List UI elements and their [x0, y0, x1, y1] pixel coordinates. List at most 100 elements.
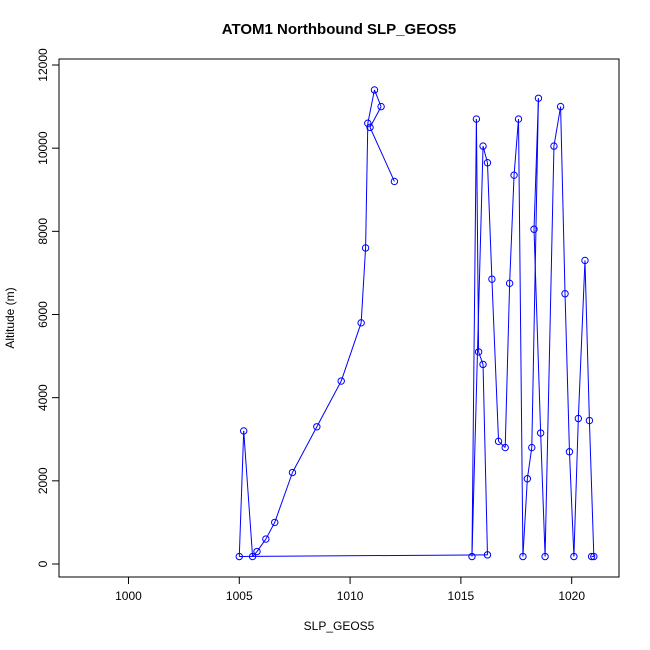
- data-point: [494, 437, 503, 446]
- data-point: [483, 159, 492, 167]
- series-segment: [239, 554, 488, 558]
- y-tick-label: 6000: [36, 301, 50, 328]
- y-tick-label: 8000: [36, 218, 50, 245]
- x-tick-label: 1005: [226, 589, 253, 603]
- y-axis: 0 2000 4000 6000 8000 10000 12000: [36, 48, 60, 567]
- data-point: [370, 86, 379, 94]
- x-axis: 1000 1005 1010 1015 1020: [115, 576, 585, 603]
- data-point: [488, 275, 496, 283]
- data-point: [550, 142, 558, 150]
- data-point: [248, 552, 257, 561]
- data-point: [585, 416, 594, 425]
- x-axis-label: SLP_GEOS5: [304, 619, 375, 633]
- series-segment: [373, 89, 382, 107]
- data-point: [313, 423, 321, 431]
- chart-title: ATOM1 Northbound SLP_GEOS5: [222, 21, 456, 38]
- data-point: [271, 518, 279, 527]
- series-segment: [367, 89, 375, 124]
- data-point: [565, 448, 574, 456]
- data-point: [556, 102, 565, 111]
- x-tick-label: 1015: [448, 589, 475, 603]
- data-point: [479, 360, 487, 369]
- data-point: [561, 290, 569, 298]
- series-segment: [478, 351, 484, 365]
- series-segment: [533, 229, 542, 434]
- series-segment: [553, 106, 562, 147]
- data-point: [581, 256, 589, 265]
- series-segment: [316, 380, 342, 428]
- series-layer: [235, 86, 598, 561]
- data-point: [505, 279, 514, 288]
- series-segment: [471, 146, 484, 557]
- data-point: [235, 552, 243, 561]
- series-segment: [369, 106, 382, 128]
- data-point: [519, 552, 527, 561]
- series-segment: [243, 430, 254, 557]
- series-segment: [256, 538, 267, 552]
- data-point: [534, 94, 543, 102]
- series-segment: [471, 119, 477, 557]
- data-point: [468, 552, 476, 561]
- data-point: [361, 244, 370, 252]
- data-point: [479, 142, 487, 150]
- data-point: [523, 475, 532, 483]
- x-tick-label: 1010: [337, 589, 364, 603]
- data-point: [574, 414, 583, 423]
- data-point: [528, 443, 536, 452]
- series-segment: [274, 472, 293, 523]
- series-segment: [522, 478, 528, 557]
- data-point: [240, 427, 248, 435]
- data-point: [364, 119, 372, 127]
- data-point: [483, 551, 492, 559]
- data-point: [357, 319, 365, 327]
- series-segment: [568, 451, 575, 557]
- plot-area-frame: [58, 58, 620, 578]
- data-point: [288, 468, 297, 477]
- series-segment: [560, 106, 566, 294]
- x-tick-label: 1000: [115, 589, 142, 603]
- y-tick-label: 10000: [36, 131, 50, 165]
- y-axis-label: Altitude (m): [3, 287, 17, 348]
- series-segment: [360, 247, 367, 323]
- data-point: [390, 177, 399, 186]
- series-segment: [584, 260, 590, 421]
- series-segment: [509, 175, 515, 284]
- series-segment: [340, 322, 362, 382]
- data-point: [514, 115, 523, 123]
- series-segment: [504, 283, 511, 448]
- y-tick-label: 12000: [36, 48, 50, 82]
- series-segment: [588, 420, 595, 557]
- series-segment: [292, 426, 318, 473]
- series-segment: [491, 279, 500, 442]
- series-segment: [544, 146, 555, 557]
- series-segment: [517, 119, 524, 557]
- data-point: [590, 552, 598, 561]
- series-segment: [533, 98, 539, 230]
- data-point: [587, 552, 596, 561]
- y-tick-label: 2000: [36, 467, 50, 494]
- data-point: [262, 535, 270, 543]
- series-segment: [482, 364, 488, 555]
- data-point: [377, 102, 385, 111]
- series-segment: [365, 123, 369, 248]
- series-segment: [564, 293, 570, 452]
- series-segment: [540, 432, 546, 557]
- data-point: [253, 547, 261, 556]
- data-point: [474, 348, 483, 356]
- data-point: [366, 123, 374, 132]
- data-point: [472, 115, 481, 123]
- data-point: [510, 171, 518, 179]
- data-point: [530, 225, 538, 233]
- series-segment: [577, 260, 586, 419]
- series-segment: [369, 127, 395, 182]
- y-tick-label: 0: [36, 560, 50, 567]
- series-segment: [498, 440, 506, 448]
- data-point: [570, 552, 578, 561]
- series-segment: [573, 418, 579, 557]
- y-tick-label: 4000: [36, 384, 50, 411]
- data-point: [536, 429, 545, 437]
- data-point: [541, 552, 549, 561]
- series-segment: [513, 119, 519, 176]
